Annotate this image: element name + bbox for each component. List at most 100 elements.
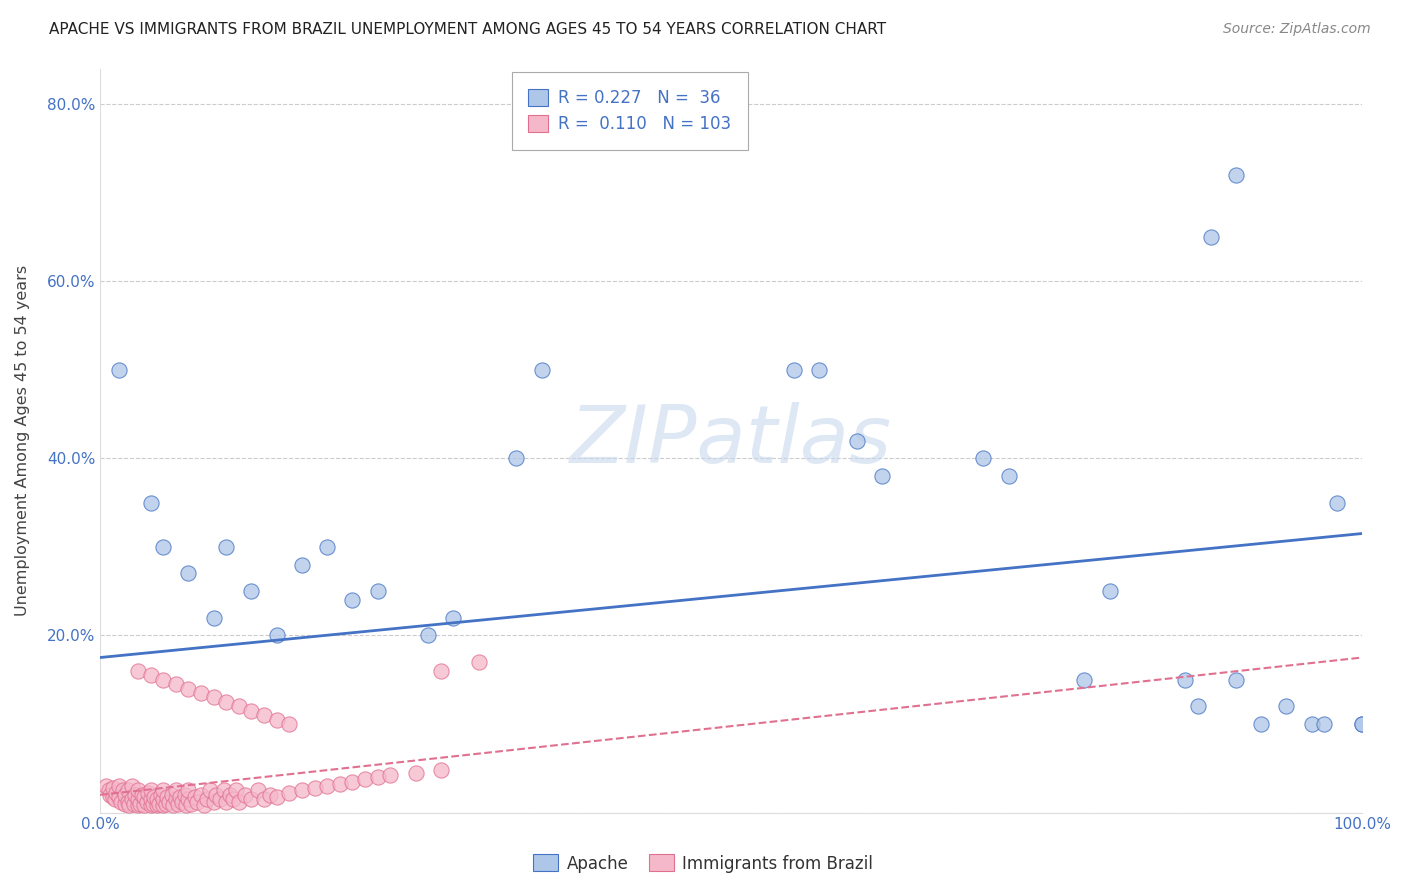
Point bbox=[136, 786, 159, 800]
Point bbox=[233, 788, 256, 802]
Point bbox=[291, 558, 314, 572]
Point bbox=[429, 763, 451, 777]
Point bbox=[165, 783, 187, 797]
Point bbox=[152, 540, 174, 554]
Point bbox=[783, 362, 806, 376]
Point bbox=[972, 451, 994, 466]
Point bbox=[152, 792, 174, 806]
Point bbox=[1326, 495, 1348, 509]
Point bbox=[808, 362, 831, 376]
Text: APACHE VS IMMIGRANTS FROM BRAZIL UNEMPLOYMENT AMONG AGES 45 TO 54 YEARS CORRELAT: APACHE VS IMMIGRANTS FROM BRAZIL UNEMPLO… bbox=[49, 22, 886, 37]
Text: ZIPatlas: ZIPatlas bbox=[569, 401, 891, 480]
Point bbox=[1225, 673, 1247, 687]
Point bbox=[367, 584, 389, 599]
Point bbox=[342, 593, 364, 607]
Point bbox=[1225, 168, 1247, 182]
Point bbox=[354, 772, 377, 786]
Point bbox=[221, 792, 243, 806]
Point bbox=[1187, 699, 1209, 714]
Point bbox=[108, 779, 131, 793]
Point bbox=[127, 798, 149, 813]
Point bbox=[129, 797, 152, 811]
Point bbox=[167, 797, 190, 811]
Point bbox=[228, 699, 250, 714]
Point bbox=[208, 792, 231, 806]
Point bbox=[202, 795, 225, 809]
Point bbox=[342, 774, 364, 789]
Point bbox=[205, 788, 228, 802]
Point bbox=[108, 789, 131, 804]
Point bbox=[253, 708, 276, 723]
Point bbox=[278, 786, 301, 800]
Point bbox=[114, 797, 136, 811]
Point bbox=[122, 797, 145, 811]
Point bbox=[155, 797, 177, 811]
Point bbox=[1351, 717, 1374, 731]
Point bbox=[118, 798, 141, 813]
Point bbox=[98, 788, 121, 802]
Point bbox=[152, 673, 174, 687]
Point bbox=[266, 789, 288, 804]
Point bbox=[186, 795, 208, 809]
Point bbox=[441, 610, 464, 624]
Point bbox=[278, 717, 301, 731]
Legend: R = 0.227   N =  36, R =  0.110   N = 103: R = 0.227 N = 36, R = 0.110 N = 103 bbox=[517, 77, 744, 145]
Point bbox=[329, 777, 352, 791]
Point bbox=[225, 783, 247, 797]
Point bbox=[152, 798, 174, 813]
Point bbox=[530, 362, 553, 376]
Point bbox=[156, 789, 179, 804]
Point bbox=[246, 783, 269, 797]
Point bbox=[134, 789, 156, 804]
Point bbox=[117, 783, 139, 797]
Point bbox=[139, 783, 162, 797]
Point bbox=[160, 788, 183, 802]
Point bbox=[146, 798, 169, 813]
Point bbox=[380, 768, 402, 782]
Point bbox=[121, 779, 143, 793]
Point bbox=[198, 783, 221, 797]
Point bbox=[183, 789, 205, 804]
Point bbox=[134, 798, 156, 813]
Point bbox=[121, 792, 143, 806]
Point bbox=[177, 566, 200, 581]
Point bbox=[139, 792, 162, 806]
Point bbox=[143, 789, 166, 804]
Point bbox=[101, 780, 124, 795]
Point bbox=[1098, 584, 1121, 599]
Point bbox=[240, 584, 263, 599]
Point bbox=[1301, 717, 1323, 731]
Point bbox=[101, 789, 124, 804]
Point bbox=[1174, 673, 1197, 687]
Point bbox=[177, 783, 200, 797]
Point bbox=[127, 783, 149, 797]
Point bbox=[429, 664, 451, 678]
Point bbox=[195, 792, 218, 806]
Point bbox=[127, 792, 149, 806]
Point bbox=[139, 798, 162, 813]
Point bbox=[152, 783, 174, 797]
Point bbox=[228, 795, 250, 809]
Point bbox=[139, 495, 162, 509]
Point bbox=[148, 797, 170, 811]
Point bbox=[259, 788, 281, 802]
Point bbox=[170, 795, 193, 809]
Point bbox=[169, 789, 191, 804]
Point bbox=[110, 795, 132, 809]
Point bbox=[105, 786, 128, 800]
Point bbox=[418, 628, 440, 642]
Point bbox=[1351, 717, 1374, 731]
Point bbox=[97, 783, 120, 797]
Point bbox=[316, 779, 339, 793]
Point bbox=[240, 792, 263, 806]
Point bbox=[316, 540, 339, 554]
Point bbox=[1250, 717, 1272, 731]
Point bbox=[124, 788, 146, 802]
Point bbox=[266, 713, 288, 727]
Point bbox=[304, 780, 326, 795]
Y-axis label: Unemployment Among Ages 45 to 54 years: Unemployment Among Ages 45 to 54 years bbox=[15, 265, 30, 616]
Point bbox=[405, 765, 427, 780]
Point bbox=[212, 783, 235, 797]
Point bbox=[202, 690, 225, 705]
Point bbox=[202, 610, 225, 624]
